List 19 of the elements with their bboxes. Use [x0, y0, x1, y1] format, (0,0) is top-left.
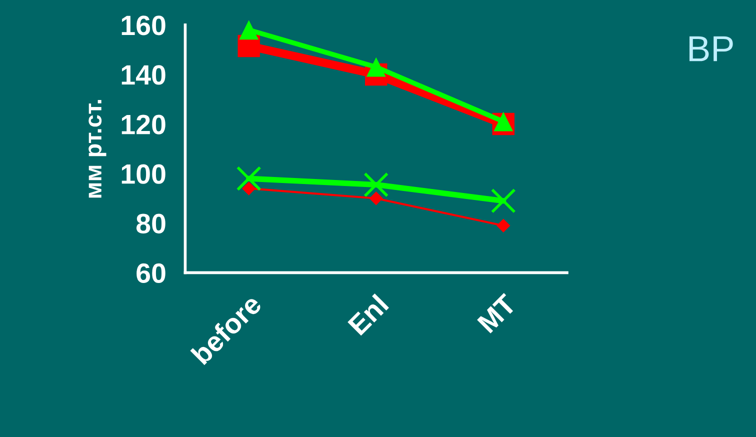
- text: BP: [690, 36, 733, 62]
- point: [369, 191, 383, 206]
- y-tick-label: 140: [122, 65, 166, 85]
- y-tick-label: 160: [122, 16, 166, 36]
- x-tick-label: MT: [477, 293, 518, 334]
- y-tick-label: 120: [122, 114, 166, 134]
- point: [494, 112, 514, 132]
- point: [490, 188, 516, 214]
- y-tick-label: 60: [136, 263, 166, 284]
- point: [366, 57, 386, 77]
- y-tick-label: 100: [122, 164, 166, 184]
- point: [236, 166, 262, 192]
- y-tick-label: 80: [136, 214, 166, 234]
- point: [239, 20, 259, 40]
- point: [364, 172, 389, 198]
- point: [496, 218, 510, 232]
- x-tick-label: Enl: [346, 294, 389, 336]
- point: [242, 182, 256, 196]
- y-axis-title: мм рт.ст.: [88, 100, 106, 198]
